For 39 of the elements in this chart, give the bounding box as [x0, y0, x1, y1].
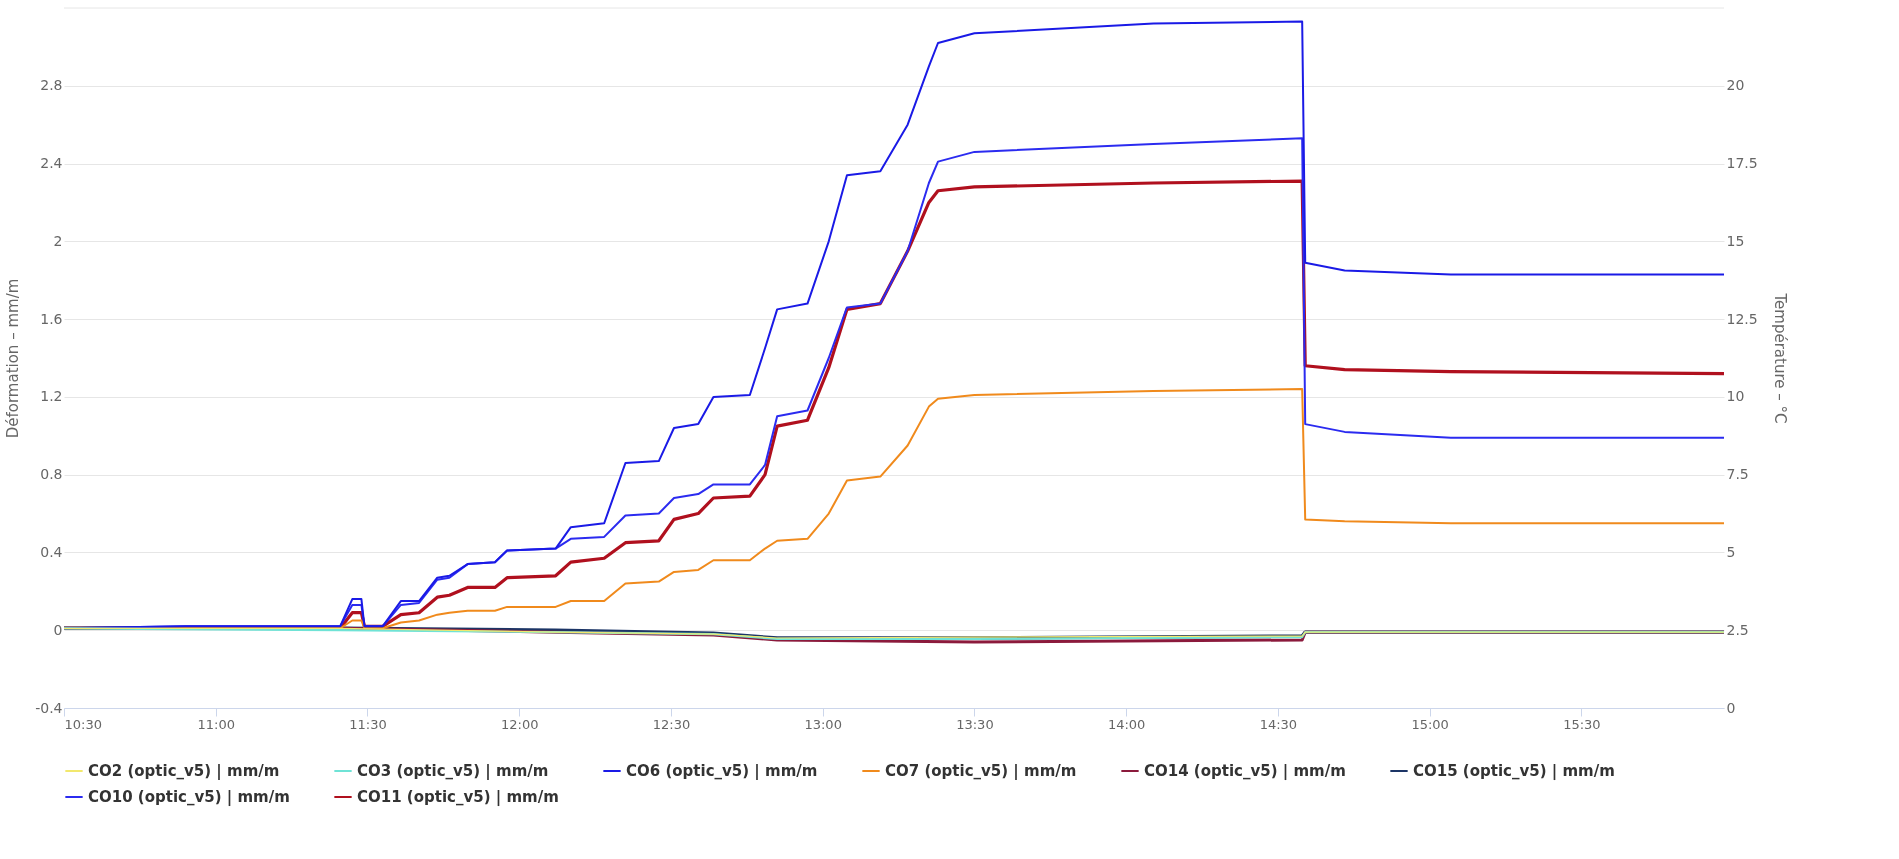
y2-tick-label: 2.5 — [1726, 621, 1749, 638]
y2-tick-label: 12.5 — [1726, 310, 1758, 327]
legend-label: CO10 (optic_v5) | mm/m — [88, 788, 290, 807]
x-tick-label: 15:30 — [1563, 716, 1601, 732]
x-tick-label: 11:00 — [197, 716, 235, 732]
legend-label: CO2 (optic_v5) | mm/m — [88, 762, 280, 781]
y-tick-label: 1.2 — [40, 388, 63, 405]
y-tick-label: 0.8 — [40, 466, 63, 483]
y2-axis-title: Température – °C — [1770, 292, 1789, 424]
y-tick-label: 2 — [53, 232, 63, 249]
x-tick-label: 13:00 — [804, 716, 842, 732]
x-tick-label: 10:30 — [64, 716, 102, 732]
x-tick-label: 12:30 — [652, 716, 691, 732]
legend-label: CO15 (optic_v5) | mm/m — [1413, 762, 1615, 781]
y-tick-label: 2.4 — [40, 155, 63, 172]
y2-tick-label: 15 — [1726, 232, 1745, 249]
y-tick-label: -0.4 — [35, 699, 63, 716]
legend-label: CO14 (optic_v5) | mm/m — [1144, 762, 1346, 781]
y-tick-label: 1.6 — [40, 310, 63, 327]
legend-label: CO3 (optic_v5) | mm/m — [357, 762, 549, 781]
y2-tick-label: 0 — [1726, 699, 1736, 716]
x-tick-label: 15:00 — [1411, 716, 1449, 732]
x-tick-label: 12:00 — [500, 716, 539, 732]
legend-label: CO7 (optic_v5) | mm/m — [885, 762, 1077, 781]
x-tick-label: 13:30 — [956, 716, 994, 732]
y2-tick-label: 17.5 — [1726, 155, 1758, 172]
x-tick-label: 11:30 — [349, 716, 387, 732]
y2-tick-label: 7.5 — [1726, 466, 1749, 483]
y2-tick-label: 5 — [1726, 543, 1736, 560]
y-axis-title: Déformation – mm/m — [4, 278, 23, 439]
y-tick-label: 0.4 — [40, 543, 63, 560]
legend-label: CO6 (optic_v5) | mm/m — [626, 762, 818, 781]
y-tick-label: 0 — [53, 621, 63, 638]
legend-label: CO11 (optic_v5) | mm/m — [357, 788, 559, 807]
x-tick-label: 14:00 — [1107, 716, 1146, 732]
y2-tick-label: 10 — [1726, 388, 1745, 405]
y-tick-label: 2.8 — [40, 77, 63, 94]
y2-tick-label: 20 — [1726, 77, 1745, 94]
x-tick-label: 14:30 — [1259, 716, 1298, 732]
